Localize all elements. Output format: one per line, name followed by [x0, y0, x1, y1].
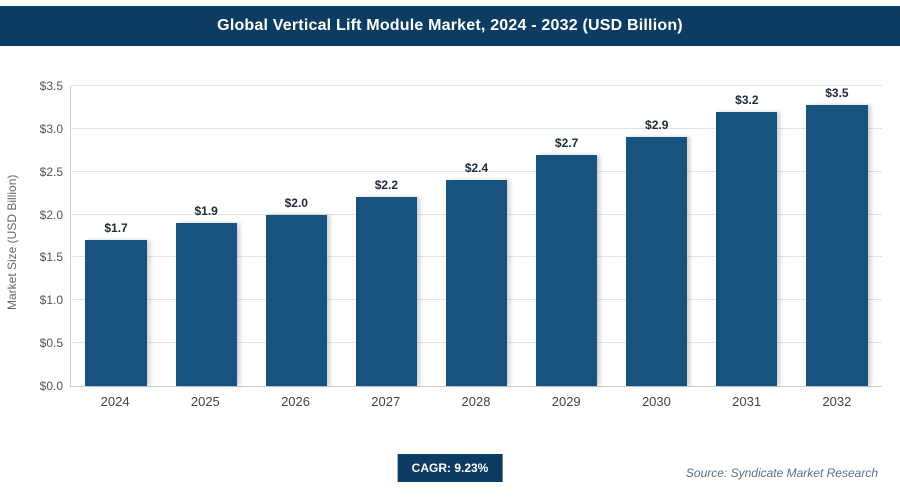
bar-2032 [806, 105, 868, 386]
bar-slot-2027: $2.2 [341, 86, 431, 386]
bar-value-label: $2.0 [284, 195, 308, 210]
x-tick-label-2028: 2028 [461, 394, 491, 409]
bar-2030 [626, 137, 688, 386]
gridline [71, 127, 882, 129]
bar-value-label: $1.7 [104, 221, 128, 236]
x-tick-label-2031: 2031 [732, 394, 762, 409]
x-tick-label-2024: 2024 [100, 394, 130, 409]
x-tick-label-2029: 2029 [551, 394, 581, 409]
x-axis-labels: 2024 2025 2026 2027 2028 2029 2030 2031 2032 [70, 394, 882, 409]
bar-2026 [265, 214, 327, 386]
chart-title-bar: Global Vertical Lift Module Market, 2024… [0, 6, 900, 46]
bar-value-label: $2.2 [374, 178, 399, 193]
bar-slot-2029: $2.7 [522, 86, 612, 386]
bar-2029 [535, 154, 598, 386]
bar-value-label: $2.9 [645, 118, 669, 133]
gridline [71, 85, 882, 86]
bars-container: $1.7 $1.9 $2.0 $2.2 $2.4 $2.7 $2.9 $3.2 $3.5 [71, 86, 882, 386]
y-axis-title: Market Size (USD Billion) [5, 174, 19, 310]
bar-value-label: $2.7 [554, 135, 579, 150]
x-tick-label-2032: 2032 [822, 394, 852, 409]
x-tick-label-2025: 2025 [190, 394, 220, 409]
y-tick-label: $2.0 [39, 207, 63, 222]
bar-2028 [445, 180, 508, 386]
bar-2025 [175, 223, 237, 386]
cagr-badge: CAGR: 9.23% [397, 454, 503, 482]
bar-2024 [85, 240, 147, 386]
y-tick-label: $0.5 [39, 336, 63, 351]
plot-area: $0.0 $0.5 $1.0 $1.5 $2.0 $2.5 $3.0 $3.5 $1.7 $1.9… [40, 80, 882, 392]
bar-slot-2024: $1.7 [71, 86, 161, 386]
bar-slot-2032: $3.5 [792, 86, 882, 386]
x-tick-label-2030: 2030 [641, 394, 671, 409]
gridline [71, 170, 882, 172]
bar-slot-2028: $2.4 [431, 86, 521, 386]
y-tick-label: $1.0 [39, 293, 63, 308]
bar-value-label: $2.4 [464, 161, 489, 176]
x-tick-label-2026: 2026 [281, 394, 310, 409]
bar-slot-2031: $3.2 [702, 86, 792, 386]
chart-area: Market Size (USD Billion) $0.0 $0.5 $1.0 $1… [0, 52, 900, 422]
bar-value-label: $1.9 [194, 204, 218, 219]
bar-slot-2026: $2.0 [251, 86, 341, 386]
bar-value-label: $3.5 [825, 86, 849, 100]
chart-footer: CAGR: 9.23% Source: Syndicate Market Res… [0, 444, 900, 500]
x-tick-label-2027: 2027 [371, 394, 401, 409]
source-attribution: Source: Syndicate Market Research [685, 466, 878, 480]
y-tick-label: $0.0 [39, 379, 63, 393]
chart-title: Global Vertical Lift Module Market, 2024… [217, 17, 683, 34]
y-tick-label: $2.5 [39, 164, 63, 179]
bar-slot-2025: $1.9 [161, 86, 251, 386]
y-tick-label: $3.0 [39, 121, 63, 136]
y-tick-label: $1.5 [39, 250, 63, 265]
bar-slot-2030: $2.9 [612, 86, 702, 386]
bar-value-label: $3.2 [735, 92, 759, 107]
bar-2031 [716, 111, 778, 386]
y-tick-label: $3.5 [39, 79, 63, 93]
bar-2027 [355, 197, 418, 386]
